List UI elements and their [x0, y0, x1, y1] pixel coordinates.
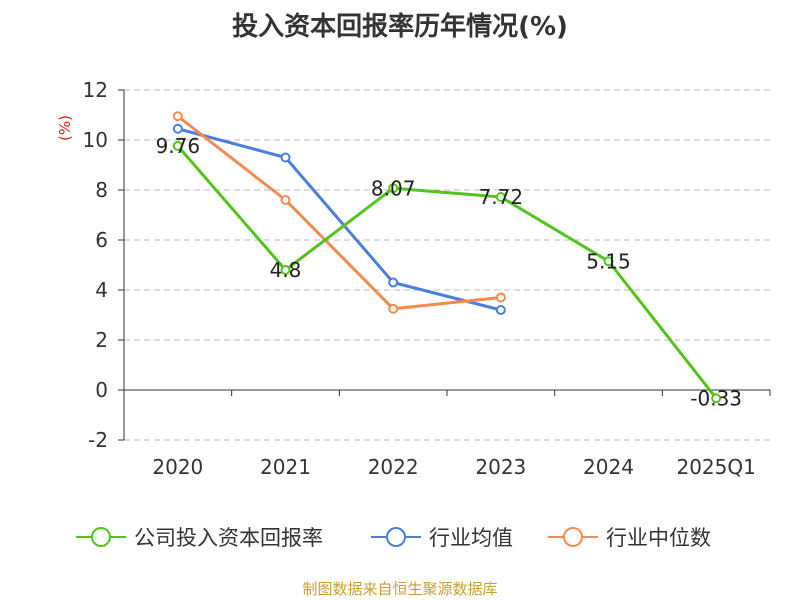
data-point — [280, 195, 291, 205]
data-label: 5.15 — [586, 249, 631, 273]
legend-marker — [563, 527, 583, 547]
data-point — [280, 152, 291, 163]
data-label: 9.76 — [156, 134, 201, 158]
x-tick-label: 2022 — [368, 455, 419, 479]
y-tick-label: 0 — [95, 378, 108, 402]
legend-label: 行业均值 — [429, 526, 513, 550]
data-point — [388, 183, 399, 194]
y-tick-label: 4 — [95, 278, 108, 302]
data-labels: 9.76 4.8 8.07 7.72 5.15 -0.33 — [156, 134, 742, 410]
data-point — [495, 292, 506, 303]
data-label: 8.07 — [371, 176, 416, 200]
series-line — [177, 127, 502, 312]
data-point — [603, 256, 614, 267]
y-tick-label: 8 — [95, 178, 108, 202]
series-line — [176, 115, 501, 311]
series-lines — [172, 111, 722, 404]
data-point — [172, 123, 183, 134]
y-tick-label: 12 — [83, 78, 108, 102]
data-label: -0.33 — [690, 386, 742, 410]
legend-item: 行业均值 — [371, 526, 513, 550]
data-point — [711, 393, 722, 404]
data-point — [388, 303, 399, 314]
data-point — [495, 305, 506, 315]
data-point — [172, 111, 183, 122]
legend-label: 行业中位数 — [606, 526, 711, 550]
x-tick-label: 2023 — [475, 455, 526, 479]
data-label: 4.8 — [270, 258, 302, 282]
y-tick-label: -2 — [88, 428, 108, 452]
legend-item: 公司投入资本回报率 — [76, 526, 323, 550]
legend-marker — [386, 527, 406, 547]
legend: 公司投入资本回报率 行业均值 行业中位数 — [76, 526, 711, 550]
legend-item: 行业中位数 — [548, 526, 711, 550]
legend-marker — [91, 527, 111, 547]
data-point — [172, 141, 183, 151]
series-line — [176, 145, 718, 400]
data-point — [388, 277, 399, 288]
y-tick-label: 10 — [83, 128, 108, 152]
chart-title: 投入资本回报率历年情况(%) — [232, 12, 568, 42]
data-label: 7.72 — [479, 185, 524, 209]
legend-label: 公司投入资本回报率 — [134, 526, 323, 550]
y-axis-unit: (%) — [56, 115, 74, 141]
axes: -2 0 2 4 6 8 10 12 2020 2021 2022 2023 2024 2025Q1 (%) — [56, 78, 771, 479]
y-tick-label: 6 — [95, 228, 108, 252]
y-tick-label: 2 — [95, 328, 108, 352]
source-note: 制图数据来自恒生聚源数据库 — [302, 580, 498, 598]
data-point — [280, 265, 291, 275]
data-point — [495, 192, 506, 202]
grid-lines — [124, 89, 770, 441]
x-tick-label: 2024 — [583, 455, 634, 479]
x-tick-label: 2025Q1 — [676, 455, 755, 479]
x-tick-label: 2021 — [260, 455, 311, 479]
x-tick-label: 2020 — [152, 455, 203, 479]
